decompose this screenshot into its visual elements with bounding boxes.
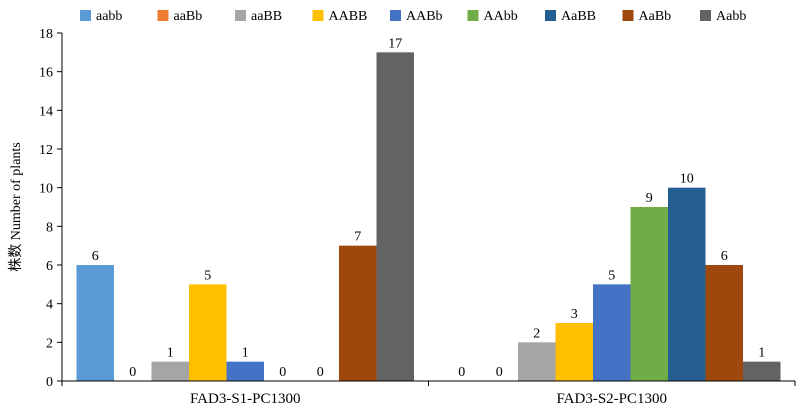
data-label: 10 <box>680 172 694 187</box>
y-tick-label: 0 <box>46 375 53 390</box>
y-axis: 0 2 4 6 8 10 12 14 16 18 <box>39 27 63 390</box>
legend-swatch <box>157 10 169 21</box>
data-label: 1 <box>758 346 765 361</box>
bar-AABb <box>226 361 264 381</box>
bar-Aabb <box>743 361 781 381</box>
data-label: 2 <box>533 326 540 341</box>
data-label: 5 <box>608 268 615 283</box>
legend-swatch <box>545 10 556 21</box>
data-label: 0 <box>129 365 136 380</box>
bar-AABB <box>555 323 593 381</box>
bar-aaBB <box>518 342 556 381</box>
legend-label: aaBb <box>174 9 203 24</box>
data-label: 0 <box>458 365 465 380</box>
legend-swatch <box>467 10 479 21</box>
legend-swatch <box>390 10 401 21</box>
legend-swatch <box>622 10 634 21</box>
legend: aabb aaBb aaBB AABB AABb AAbb AaBB AaBb Aabb <box>80 9 746 24</box>
data-label: 6 <box>92 249 99 264</box>
y-tick-label: 8 <box>46 220 53 235</box>
y-tick-label: 12 <box>39 143 53 158</box>
y-tick-label: 2 <box>46 336 53 351</box>
data-label: 1 <box>167 346 174 361</box>
data-label: 9 <box>646 191 653 206</box>
x-category-label: FAD3-S1-PC1300 <box>190 391 301 407</box>
bar-AaBb <box>339 245 377 381</box>
data-label: 0 <box>496 365 503 380</box>
y-tick-label: 6 <box>46 259 53 274</box>
legend-label: aabb <box>96 9 122 24</box>
legend-label: AaBB <box>561 9 596 24</box>
y-tick-label: 10 <box>39 182 53 197</box>
y-axis-label: 株数 Number of plants <box>8 142 24 271</box>
bar-aabb <box>76 265 114 381</box>
legend-swatch <box>80 10 91 21</box>
legend-label: AAbb <box>484 9 518 24</box>
data-label: 0 <box>317 365 324 380</box>
bars <box>76 52 781 381</box>
legend-label: Aabb <box>716 9 746 24</box>
bar-AaBB <box>668 187 706 381</box>
y-tick-label: 16 <box>39 66 53 81</box>
legend-label: aaBB <box>251 9 282 24</box>
bar-aaBB <box>151 361 189 381</box>
data-label: 1 <box>242 346 249 361</box>
y-tick-label: 14 <box>39 104 53 119</box>
x-category-label: FAD3-S2-PC1300 <box>556 391 667 407</box>
legend-label: AABb <box>406 9 443 24</box>
x-axis: FAD3-S1-PC1300 FAD3-S2-PC1300 <box>61 380 796 407</box>
bar-AABB <box>189 284 227 381</box>
y-tick-label: 4 <box>46 298 53 313</box>
bar-AABb <box>593 284 631 381</box>
bar-Aabb <box>376 52 414 381</box>
data-label: 3 <box>571 307 578 322</box>
legend-swatch <box>312 10 324 21</box>
y-tick-label: 18 <box>39 27 53 42</box>
data-label: 5 <box>204 268 211 283</box>
data-label: 7 <box>354 230 361 245</box>
data-label: 0 <box>279 365 286 380</box>
data-label: 6 <box>721 249 728 264</box>
legend-label: AaBb <box>639 9 672 24</box>
legend-label: AABB <box>329 9 368 24</box>
bar-AaBb <box>705 265 743 381</box>
bar-AAbb <box>630 207 668 381</box>
legend-swatch <box>700 10 711 21</box>
data-label: 17 <box>388 36 402 51</box>
legend-swatch <box>235 10 246 21</box>
